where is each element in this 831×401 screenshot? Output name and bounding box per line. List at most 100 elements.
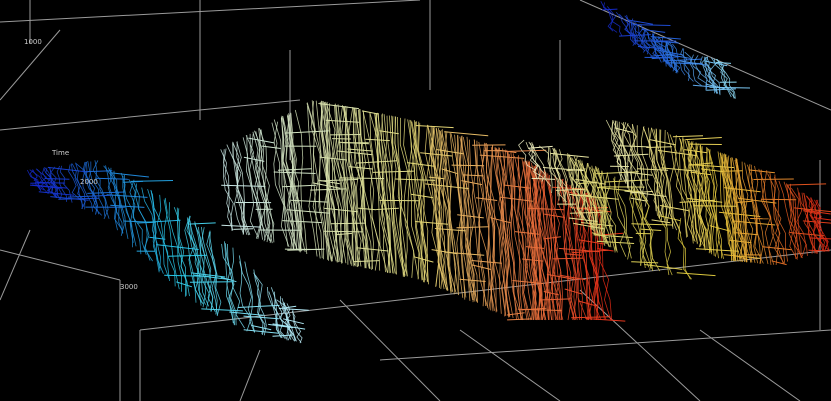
surface-stroke <box>494 147 509 317</box>
grid-line <box>459 329 561 401</box>
surface-stroke <box>637 168 669 171</box>
surface-stroke <box>532 164 547 321</box>
surface-stroke <box>789 183 803 259</box>
surface-stroke <box>253 272 266 335</box>
surface-stroke <box>35 168 51 195</box>
surface-stroke <box>243 315 279 320</box>
surface-stroke <box>380 113 396 274</box>
surface-stroke <box>149 236 166 240</box>
surface-stroke <box>243 329 279 334</box>
surface-stroke <box>338 141 369 145</box>
surface-stroke <box>543 236 562 240</box>
surface-stroke <box>613 178 632 259</box>
surface-stroke <box>705 147 720 257</box>
surface-stroke <box>319 101 339 262</box>
surface-stroke <box>731 157 743 262</box>
surface-stroke <box>357 247 389 252</box>
surface-stroke <box>272 323 306 330</box>
surface-stroke <box>221 224 261 228</box>
surface-stroke <box>372 170 414 173</box>
surface-stroke <box>457 135 474 301</box>
surface-stroke <box>353 108 370 269</box>
surface-stroke <box>31 184 68 189</box>
surface-stroke <box>29 169 45 192</box>
surface-stroke <box>253 269 264 335</box>
surface-stroke <box>471 260 502 264</box>
surface-stroke <box>151 190 164 274</box>
surface-stroke <box>70 163 86 210</box>
grid-line <box>0 29 61 101</box>
surface-stroke <box>471 264 492 270</box>
surface-stroke <box>92 160 110 219</box>
surface-stroke <box>397 116 408 278</box>
surface-stroke <box>682 48 694 82</box>
surface-stroke <box>577 159 595 231</box>
surface-stroke <box>753 178 794 180</box>
surface-stroke <box>724 154 734 262</box>
surface-stroke <box>335 232 353 236</box>
surface-stroke <box>641 192 661 272</box>
surface-stroke <box>188 222 216 225</box>
surface-stroke <box>629 185 645 266</box>
surface-stroke <box>547 173 564 321</box>
surface-stroke <box>709 57 721 96</box>
surface-stroke <box>676 272 716 277</box>
grid-line <box>239 349 261 401</box>
surface-stroke <box>650 36 681 40</box>
surface-stroke <box>814 199 829 251</box>
surface-stroke <box>684 51 703 87</box>
surface-stroke <box>59 165 73 203</box>
surface-stroke <box>198 226 214 312</box>
surface-stroke <box>715 61 732 64</box>
surface-stroke <box>189 281 233 283</box>
surface-stroke <box>803 192 816 254</box>
surface-stroke <box>407 162 435 167</box>
surface-stroke <box>29 169 45 191</box>
surface-stroke <box>643 28 660 59</box>
surface-stroke <box>699 145 714 254</box>
surface-stroke <box>604 172 618 253</box>
surface-stroke <box>557 178 575 321</box>
surface-stroke <box>730 157 748 262</box>
grid-line <box>339 299 441 401</box>
surface-stroke <box>362 110 381 271</box>
surface-stroke <box>679 60 708 66</box>
surface-stroke <box>613 176 627 257</box>
surface-stroke <box>411 121 429 283</box>
surface-stroke <box>507 318 532 321</box>
surface-stroke <box>413 256 434 263</box>
surface-stroke <box>489 144 506 314</box>
surface-stroke <box>173 207 187 296</box>
surface-stroke <box>679 137 696 242</box>
surface-stroke <box>347 148 373 152</box>
surface-stroke <box>326 102 340 263</box>
surface-stroke <box>250 133 266 240</box>
surface-stroke <box>227 243 237 326</box>
surface-stroke <box>552 147 566 202</box>
surface-stroke <box>709 86 751 89</box>
surface-stroke <box>672 135 704 138</box>
surface-stroke <box>141 187 160 269</box>
surface-stroke <box>803 193 819 254</box>
surface-stroke <box>432 126 447 290</box>
surface-stroke <box>569 211 603 214</box>
surface-stroke <box>188 218 206 305</box>
surface-stroke <box>290 112 303 253</box>
surface-stroke <box>585 162 597 236</box>
surface-stroke <box>578 187 592 321</box>
surface-stroke <box>631 187 650 268</box>
surface-stroke <box>58 197 100 200</box>
surface-stroke <box>575 178 606 185</box>
surface-stroke <box>258 128 273 244</box>
surface-stroke <box>338 105 356 266</box>
surface-stroke <box>110 204 145 208</box>
surface-stroke <box>718 211 761 217</box>
surface-stroke <box>525 246 545 249</box>
surface-stroke <box>708 148 723 259</box>
surface-stroke <box>236 141 250 236</box>
surface-stroke <box>108 168 125 237</box>
surface-stroke <box>278 296 292 341</box>
surface-stroke <box>808 249 830 252</box>
surface-stroke <box>651 33 668 65</box>
